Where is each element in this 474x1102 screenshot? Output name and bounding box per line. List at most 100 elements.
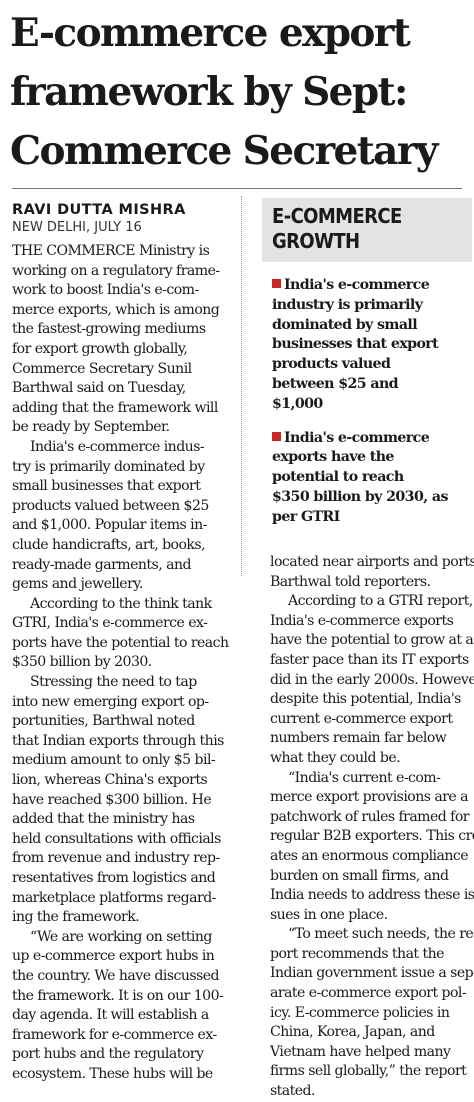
- text-line: firms sell globally,” the report: [270, 1063, 467, 1080]
- text-line: the fastest-growing mediums: [12, 321, 206, 338]
- text-line: GTRI, India's e-commerce ex-: [12, 615, 208, 632]
- text-line: “We are working on setting: [30, 928, 212, 945]
- text-line: India's e-commerce: [272, 276, 464, 296]
- text-line: did in the early 2000s. However,: [270, 671, 474, 688]
- text-line: potential to reach: [272, 469, 404, 486]
- paragraph-ecommerce-industry: India's e-commerce indus- try is primari…: [12, 438, 237, 595]
- text-line: According to a GTRI report,: [288, 593, 473, 610]
- text-line: India's e-commerce: [272, 429, 464, 449]
- text-line: Barthwal told reporters.: [270, 573, 431, 590]
- text-line: clude handicrafts, art, books,: [12, 536, 206, 553]
- text-line: numbers remain far below: [270, 730, 447, 747]
- text-line: up e-commerce export hubs in: [12, 948, 215, 965]
- text-line: arate e-commerce export pol-: [270, 985, 467, 1002]
- text-line: products valued between $25: [12, 497, 209, 514]
- text-line: added that the ministry has: [12, 811, 195, 828]
- text-line: faster pace than its IT exports: [270, 651, 469, 668]
- paragraph-export-provisions: “India's current e-com- merce export pro…: [270, 768, 474, 926]
- text-line: burden on small firms, and: [270, 867, 449, 884]
- sidebar-factbox: E-COMMERCE GROWTH India's e-commerce ind…: [262, 198, 472, 531]
- column-divider: [241, 196, 242, 576]
- byline-author: RAVI DUTTA MISHRA: [12, 202, 186, 218]
- text-line: the framework. It is on our 100-: [12, 987, 224, 1004]
- highlight-span: THE COMMERCE Ministry is working on a re…: [12, 242, 237, 438]
- highlight-span: According to the think tank GTRI, India'…: [12, 594, 237, 674]
- text-line: day agenda. It will establish a: [12, 1007, 209, 1024]
- paragraph-gtri-report: According to a GTRI report, India's e-co…: [270, 592, 474, 769]
- text-line: have the potential to grow at a: [270, 632, 474, 649]
- headline-rule: [12, 188, 462, 189]
- text-line: that Indian exports through this: [12, 732, 224, 749]
- text-line: ready-made garments, and: [12, 556, 192, 573]
- text-line: what they could be.: [270, 749, 401, 766]
- headline-line-3: Commerce Secretary: [10, 128, 438, 174]
- text-line: resentatives from logistics and: [12, 870, 216, 886]
- text-line: per GTRI: [272, 508, 340, 525]
- red-square-bullet-icon: [272, 279, 281, 288]
- text-line: have reached $300 billion. He: [12, 791, 212, 808]
- text-line: ates an enormous compliance: [270, 847, 469, 864]
- highlight-span: “To meet such needs, the re- port recomm…: [270, 925, 474, 1102]
- text-line: lion, whereas China's exports: [12, 772, 208, 789]
- text-line: be ready by September.: [12, 419, 170, 436]
- byline-place-date: NEW DELHI, JULY 16: [12, 220, 142, 235]
- factbox-heading-line: GROWTH: [272, 229, 360, 253]
- text-line: icy. E-commerce policies in: [270, 1004, 450, 1021]
- text-line: regular B2B exporters. This cre-: [270, 828, 474, 845]
- paragraph-gtri-potential: According to the think tank GTRI, India'…: [12, 594, 237, 674]
- text-line: from revenue and industry rep-: [12, 850, 220, 867]
- highlight-span: According to a GTRI report, India's e-co…: [270, 592, 474, 769]
- text-line: Barthwal said on Tuesday,: [12, 380, 186, 397]
- headline-line-2: framework by Sept:: [10, 69, 408, 115]
- text-line: merce export provisions are a: [270, 789, 469, 806]
- text-line: India's e-commerce: [284, 277, 430, 293]
- paragraph-stressing-need: Stressing the need to tap into new emerg…: [12, 673, 237, 928]
- text-line: the country. We have discussed: [12, 967, 220, 984]
- text-line: India's e-commerce indus-: [30, 438, 205, 455]
- text-line: According to the think tank: [30, 595, 212, 612]
- text-line: try is primarily dominated by: [12, 458, 205, 475]
- text-line: patchwork of rules framed for: [270, 808, 470, 825]
- text-line: India's e-commerce: [284, 429, 430, 446]
- text-line: $1,000: [272, 395, 323, 412]
- text-line: THE COMMERCE Ministry is: [12, 243, 210, 259]
- text-line: work to boost India's e-com-: [12, 282, 199, 299]
- factbox-heading: E-COMMERCE GROWTH: [262, 198, 472, 262]
- text-line: $350 billion by 2030.: [12, 654, 152, 671]
- text-line: ecosystem. These hubs will be: [12, 1065, 213, 1082]
- text-line: between $25 and: [272, 375, 399, 392]
- highlight-span: “India's current e-com- merce export pro…: [270, 768, 474, 926]
- paragraph-recommendation: “To meet such needs, the re- port recomm…: [270, 925, 474, 1102]
- text-line: sues in one place.: [270, 906, 388, 923]
- text-line: Stressing the need to tap: [30, 674, 197, 691]
- highlight-span: Stressing the need to tap into new emerg…: [12, 673, 237, 928]
- text-line: China, Korea, Japan, and: [270, 1024, 435, 1041]
- text-line: located near airports and ports,”: [270, 554, 474, 570]
- text-line: held consultations with officials: [12, 830, 221, 847]
- headline: E-commerce export framework by Sept: Com…: [10, 4, 466, 181]
- text-line: adding that the framework will: [12, 399, 218, 416]
- text-line: dominated by small: [272, 316, 418, 333]
- highlight-span: “We are working on setting up e-commerce…: [12, 927, 237, 967]
- text-line: working on a regulatory frame-: [12, 262, 220, 279]
- text-line: current e-commerce export: [270, 710, 453, 727]
- red-square-bullet-icon: [272, 431, 281, 441]
- text-line: portunities, Barthwal noted: [12, 713, 195, 730]
- text-line: exports have the: [272, 449, 394, 466]
- paragraph-hubs-location: located near airports and ports,” Barthw…: [270, 553, 474, 592]
- text-line: for export growth globally,: [12, 340, 188, 357]
- text-line: framework for e-commerce ex-: [12, 1026, 217, 1043]
- text-line: into new emerging export op-: [12, 693, 209, 710]
- text-line: marketplace platforms regard-: [12, 889, 216, 906]
- text-line: Indian government issue a sep-: [270, 965, 474, 982]
- paragraph-export-hubs: “We are working on setting up e-commerce…: [12, 927, 237, 1085]
- left-column: RAVI DUTTA MISHRA NEW DELHI, JULY 16 THE…: [12, 202, 237, 1085]
- text-line: “To meet such needs, the re-: [288, 926, 474, 943]
- text-line: Commerce Secretary Sunil: [12, 360, 192, 377]
- right-column: located near airports and ports,” Barthw…: [270, 553, 474, 1102]
- text-line: and $1,000. Popular items in-: [12, 517, 207, 534]
- headline-line-1: E-commerce export: [10, 10, 411, 56]
- text-line: medium amount to only $5 bil-: [12, 752, 216, 769]
- text-line: India needs to address these is-: [270, 887, 474, 904]
- text-line: ing the framework.: [12, 909, 140, 926]
